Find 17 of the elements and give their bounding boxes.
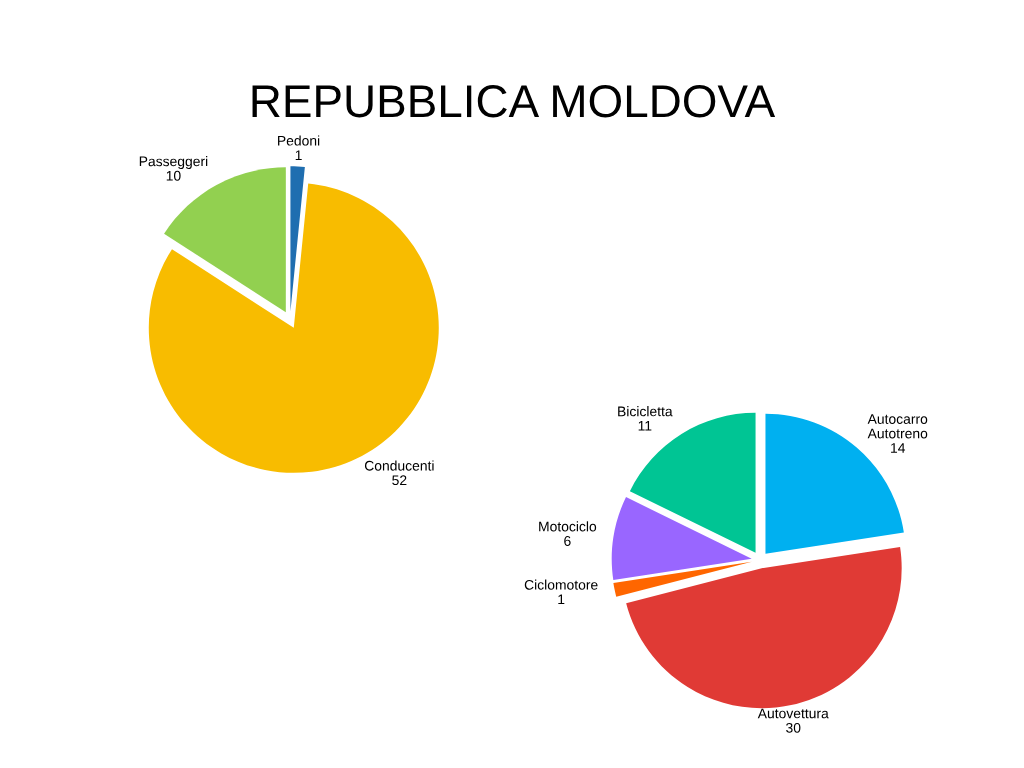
data-label: 1 [295, 150, 302, 160]
slice-label: Conducenti [364, 460, 434, 471]
slice-label: Motociclo [539, 521, 597, 532]
slice-label: Passeggeri [139, 156, 208, 169]
slice-label: Autovettura [757, 708, 829, 719]
data-label: 6 [564, 536, 571, 546]
data-label: 10 [166, 170, 181, 181]
slice-label: Pedoni [278, 135, 320, 146]
data-label: 1 [558, 594, 565, 605]
slice-label: Autocarro Autotreno [867, 414, 928, 439]
data-label: 11 [638, 421, 652, 431]
data-label: 52 [392, 475, 407, 486]
data-label: 30 [786, 722, 801, 733]
slice-label: Bicicletta [618, 406, 673, 417]
slice-label: Ciclomotore [524, 579, 598, 590]
data-label: 14 [891, 443, 906, 453]
chart-title: REPUBBLICA MOLDOVA [252, 85, 776, 118]
